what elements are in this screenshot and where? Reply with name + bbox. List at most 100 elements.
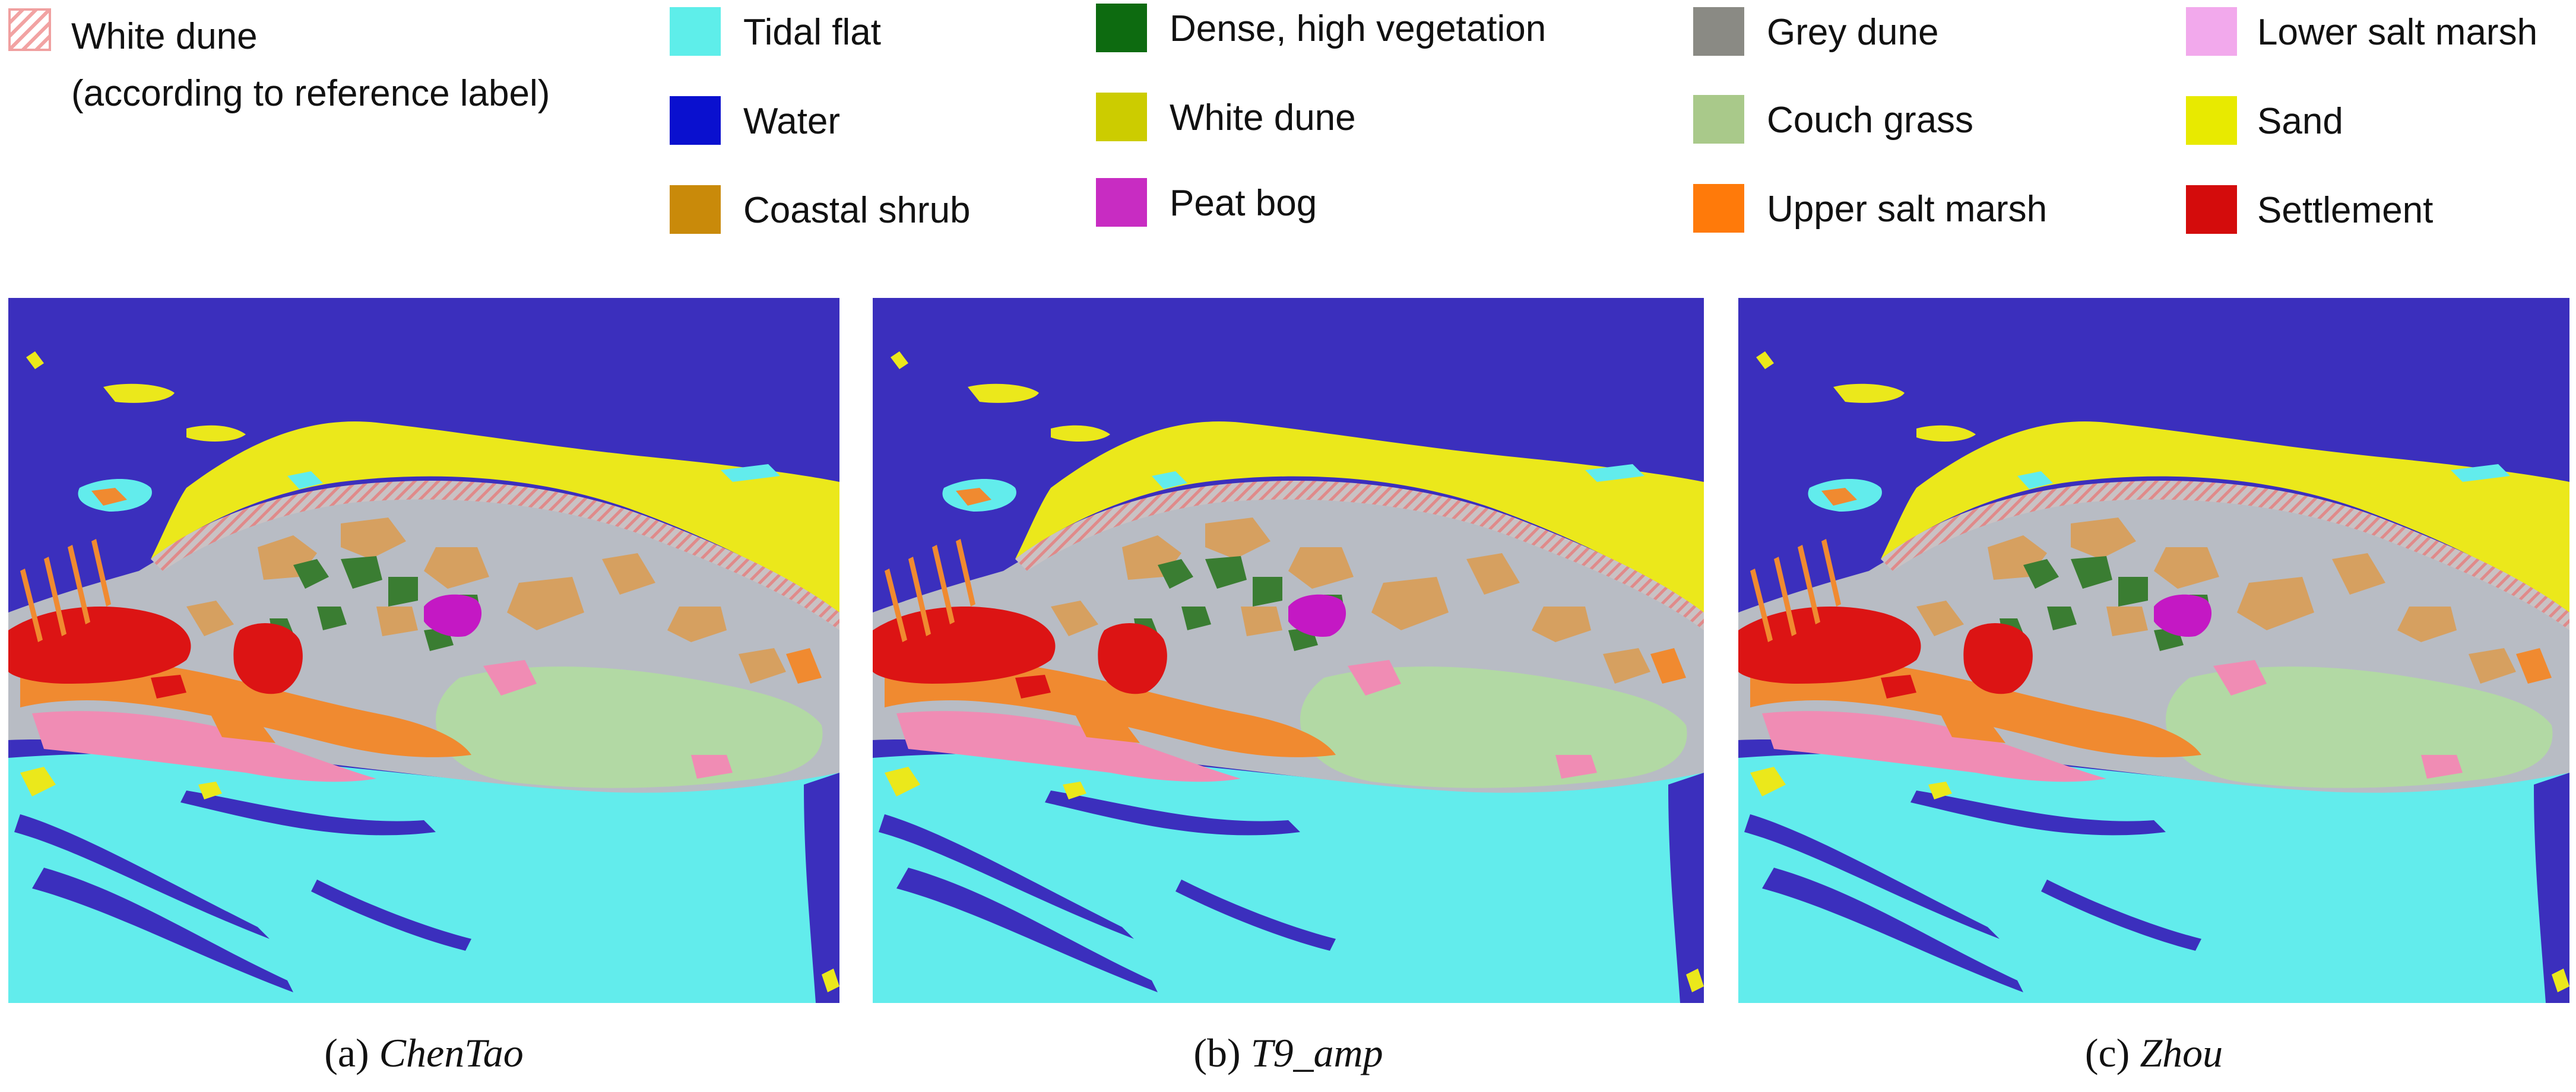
legend-item-water: Water (670, 96, 840, 147)
shrub-patch (2332, 553, 2385, 595)
shrub-patch (1371, 577, 1449, 630)
groyne (68, 545, 90, 624)
settlement-region (1098, 623, 1167, 694)
upper-salt-marsh-patch (210, 713, 275, 743)
legend-label: Coastal shrub (743, 190, 971, 231)
upper-salt-marsh-patch (1075, 713, 1140, 743)
caption-b: (b) T9_amp (873, 1030, 1704, 1077)
legend-label: White dune (1170, 97, 1356, 138)
shrub-patch (739, 648, 786, 684)
lower-salt-marsh-region (1762, 711, 2106, 782)
sand-patch (1750, 767, 1786, 796)
channel (2041, 880, 2201, 951)
groyne (1750, 569, 1773, 642)
shrub-patch (1051, 601, 1098, 636)
swatch-upper-salt-marsh (1693, 184, 1744, 233)
tidal-flat-region (873, 753, 1704, 1003)
classification-map (873, 298, 1704, 1003)
caption-method: ChenTao (379, 1030, 524, 1075)
swatch-lower-salt-marsh (2186, 7, 2237, 56)
swatch-couch-grass (1693, 95, 1744, 144)
shrub-patch (1532, 607, 1591, 642)
small-island (103, 383, 175, 403)
shrub-patch (2071, 518, 2136, 559)
peat-bog-patch (1288, 594, 1346, 637)
swatch-tidal-flat (670, 7, 721, 56)
swatch-white-dune (1096, 93, 1147, 141)
legend-label-line1: White dune (71, 16, 258, 57)
shrub-patch (1241, 607, 1282, 636)
legend-label: Lower salt marsh (2257, 12, 2538, 53)
channel (1175, 880, 1336, 951)
channel (804, 773, 839, 1003)
legend-label: Grey dune (1767, 12, 1939, 53)
upper-salt-marsh-patch (786, 648, 822, 684)
dense-vegetation-patch (341, 556, 382, 589)
small-island (287, 471, 323, 489)
lower-salt-marsh-patch (2213, 660, 2267, 696)
dense-vegetation-patch (2047, 607, 2077, 630)
small-island (1152, 471, 1187, 489)
shrub-patch (2154, 547, 2219, 589)
upper-salt-marsh-region (20, 659, 471, 757)
dense-vegetation-patch (388, 577, 418, 607)
settlement-patch (1015, 675, 1051, 699)
shrub-patch (602, 553, 655, 595)
shrub-patch (1603, 648, 1650, 684)
tidal-flat-region (1738, 753, 2569, 1003)
shrub-patch (1466, 553, 1520, 595)
groyne (908, 557, 931, 636)
settlement-region (1738, 607, 1921, 684)
channel (2534, 773, 2569, 1003)
shrub-patch (2237, 577, 2314, 630)
small-island (2017, 471, 2053, 489)
legend-item-coastal-shrub: Coastal shrub (670, 185, 971, 236)
channel (1668, 773, 1704, 1003)
upper-salt-marsh-patch (2516, 648, 2552, 684)
caption-a: (a) ChenTao (8, 1030, 839, 1077)
channel (14, 814, 270, 939)
caption-method: T9_amp (1250, 1030, 1383, 1075)
swatch-grey-dune (1693, 7, 1744, 56)
swatch-sand (2186, 96, 2237, 145)
classification-map (1738, 298, 2569, 1003)
channel (1910, 791, 2166, 836)
shrub-patch (376, 607, 418, 636)
groyne (91, 539, 111, 607)
lower-salt-marsh-patch (691, 755, 733, 779)
sand-dune-band (1881, 421, 2569, 618)
lower-salt-marsh-region (32, 711, 376, 782)
swatch-peat-bog (1096, 178, 1147, 227)
shrub-patch (1205, 518, 1270, 559)
small-island (956, 488, 991, 506)
tidal-flat-region (8, 753, 839, 1003)
sand-patch (1686, 969, 1704, 992)
shrub-patch (2397, 607, 2457, 642)
legend-item-peat-bog: Peat bog (1096, 178, 1317, 229)
shrub-patch (424, 547, 489, 589)
sand-patch (1928, 782, 1952, 799)
legend-item-couch-grass: Couch grass (1693, 95, 1973, 146)
caption-prefix: (b) (1193, 1030, 1251, 1075)
small-island (721, 464, 780, 482)
settlement-patch (151, 675, 186, 699)
small-island (1585, 464, 1645, 482)
small-island (186, 425, 246, 442)
small-island (891, 351, 908, 369)
groyne (956, 539, 975, 607)
small-island (968, 383, 1039, 403)
legend-item-upper-salt-marsh: Upper salt marsh (1693, 184, 2047, 235)
dense-vegetation-patch (317, 607, 347, 630)
settlement-region (8, 607, 191, 684)
hatched-reference-strip (151, 480, 839, 630)
shrub-patch (341, 518, 406, 559)
legend-label: Upper salt marsh (1767, 189, 2048, 230)
upper-salt-marsh-region (885, 659, 1336, 757)
sand-patch (1063, 782, 1086, 799)
shrub-patch (186, 601, 234, 636)
lower-salt-marsh-patch (1348, 660, 1401, 696)
sand-patch (2552, 969, 2569, 992)
sand-patch (822, 969, 839, 992)
map-panel-b (873, 298, 1704, 1003)
small-island (1051, 425, 1110, 442)
